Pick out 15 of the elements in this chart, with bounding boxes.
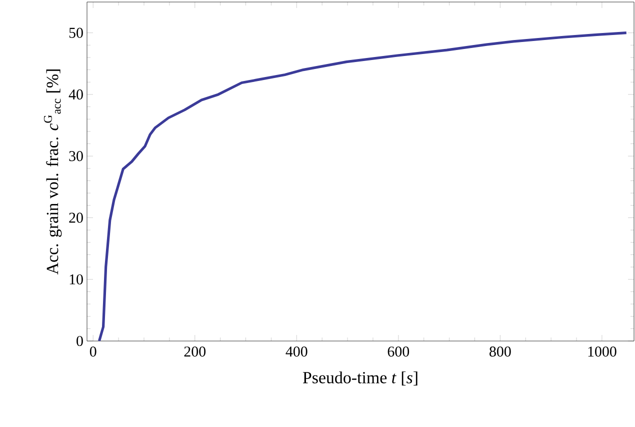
y-tick-label: 30: [69, 151, 83, 162]
x-tick-label: 200: [184, 346, 206, 357]
x-tick-label: 1000: [588, 346, 616, 357]
y-tick-label: 40: [68, 89, 83, 100]
x-tick-label: 0: [90, 346, 96, 357]
line-series: [98, 32, 628, 341]
y-tick-label: 0: [76, 336, 83, 346]
y-tick-label: 50: [69, 28, 83, 38]
y-tick-label: 20: [69, 212, 83, 223]
y-axis-title: Acc. grain vol. frac. c$^{G}$$_{acc}$ [%]: [44, 70, 62, 275]
x-axis-title: Pseudo-time t [s]: [302, 371, 418, 386]
x-tick-label: 600: [388, 346, 410, 357]
y-tick-label: 10: [70, 274, 83, 284]
x-tick-label: 400: [286, 346, 308, 357]
x-tick-label: 800: [490, 346, 511, 357]
